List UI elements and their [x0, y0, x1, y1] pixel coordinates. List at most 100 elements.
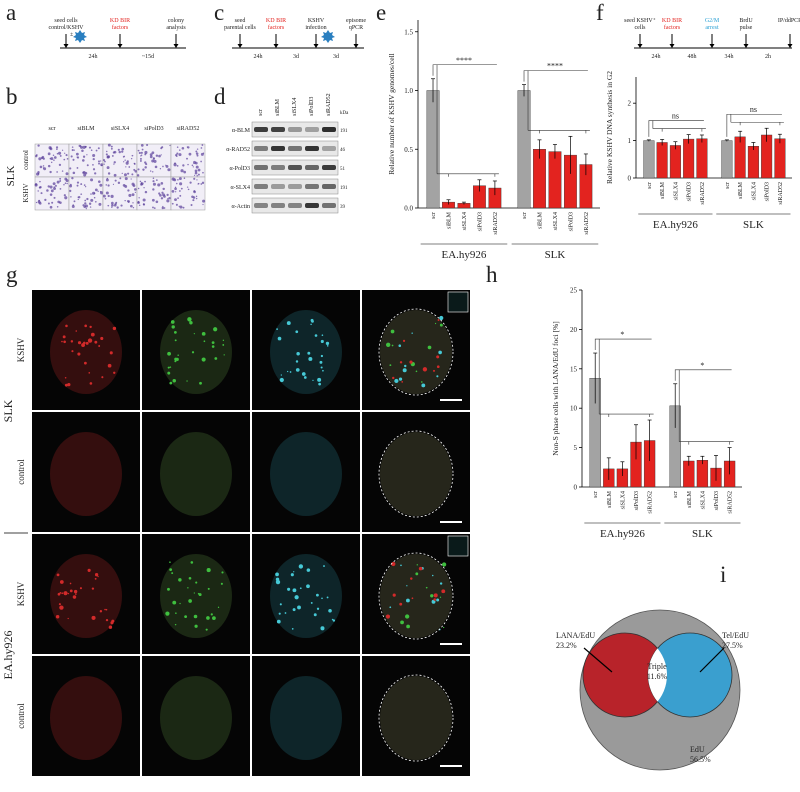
colony: [73, 200, 76, 203]
focus: [67, 617, 69, 620]
venn-label: Triple: [647, 662, 667, 671]
focus: [167, 351, 171, 356]
band: [254, 127, 268, 132]
colony: [126, 160, 129, 163]
x-tick-label: siRAD52: [493, 212, 499, 235]
colony: [82, 171, 85, 174]
colony: [53, 186, 55, 188]
venn-label: LANA/EdU: [556, 631, 595, 640]
step-label: factors: [664, 24, 681, 31]
colony: [124, 199, 126, 202]
colony: [179, 182, 183, 186]
colony: [134, 191, 137, 193]
focus: [441, 562, 447, 567]
focus: [203, 340, 206, 343]
colony: [155, 179, 158, 181]
colony: [149, 153, 153, 157]
colony: [46, 189, 49, 192]
focus: [314, 334, 318, 337]
colony: [140, 159, 142, 161]
colony: [201, 144, 204, 146]
colony: [142, 168, 145, 171]
colony: [92, 153, 96, 158]
row-label: control: [22, 150, 30, 170]
colony: [144, 161, 147, 164]
focus: [197, 592, 200, 595]
y-tick-label: 0: [628, 175, 632, 183]
colony: [162, 187, 165, 191]
colony: [134, 169, 138, 173]
colony: [81, 159, 85, 162]
venn-percent: 56.5%: [690, 755, 711, 764]
focus: [284, 612, 287, 614]
colony: [66, 157, 69, 160]
focus: [406, 585, 408, 587]
focus: [206, 616, 210, 620]
focus: [59, 580, 64, 584]
colony: [193, 190, 196, 193]
colony: [173, 163, 177, 167]
colony: [49, 205, 53, 209]
focus: [436, 355, 440, 359]
colony: [98, 202, 102, 206]
colony: [90, 178, 94, 182]
panel-letter: f: [596, 0, 604, 25]
focus: [298, 564, 304, 569]
interval: 3d: [333, 54, 339, 60]
colony: [142, 198, 146, 202]
colony: [69, 167, 72, 170]
colony: [71, 148, 74, 152]
step-label: KD BIR: [662, 18, 682, 24]
focus: [279, 377, 284, 383]
colony: [197, 182, 200, 185]
focus: [439, 315, 444, 321]
colony: [86, 164, 89, 167]
group-label: EA.hy926: [600, 528, 645, 540]
step-label: pulse: [740, 25, 753, 31]
focus: [91, 615, 96, 620]
y-tick-label: 10: [570, 405, 578, 413]
x-tick-label: siPolD3: [634, 491, 640, 510]
step-label: episome: [346, 18, 366, 24]
colony: [75, 152, 79, 156]
colony: [196, 148, 199, 150]
cell-line: EA.hy926: [1, 631, 15, 680]
colony: [47, 185, 50, 188]
band: [288, 184, 302, 189]
focus: [389, 606, 392, 609]
nucleus: [160, 432, 232, 516]
focus: [399, 361, 403, 364]
y-axis-label: Relative number of KSHV genomes/cell: [387, 53, 396, 175]
colony: [53, 187, 57, 191]
colony: [182, 164, 185, 167]
colony: [89, 206, 92, 208]
colony: [140, 154, 143, 156]
y-tick-label: 0.5: [404, 146, 413, 154]
colony: [56, 206, 59, 208]
colony: [152, 188, 155, 191]
focus: [391, 344, 394, 347]
colony: [153, 207, 156, 210]
colony: [120, 204, 123, 207]
colony: [134, 188, 137, 191]
colony: [111, 203, 114, 207]
focus: [431, 599, 436, 604]
x-tick-label: siSLX4: [673, 182, 679, 200]
colony: [79, 145, 82, 147]
colony: [149, 170, 152, 172]
colony: [131, 182, 135, 186]
nucleus: [380, 554, 452, 638]
colony: [161, 206, 165, 210]
step-label: seed cells: [54, 18, 78, 24]
step-label: BrdU: [739, 18, 753, 24]
significance-bracket: [594, 338, 654, 418]
focus: [109, 351, 113, 355]
band: [288, 146, 302, 151]
colony: [175, 182, 178, 185]
group-label: EA.hy926: [441, 249, 486, 261]
colony: [56, 180, 60, 184]
focus: [62, 335, 66, 339]
kda: 39: [340, 205, 346, 210]
colony: [66, 182, 68, 185]
x-tick-label: scr: [522, 212, 528, 219]
